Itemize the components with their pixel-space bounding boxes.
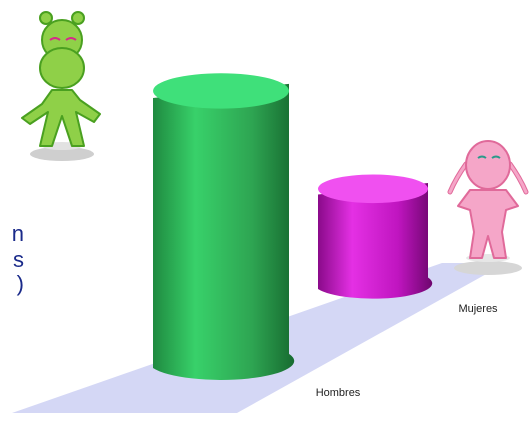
bar-mujeres-top bbox=[318, 174, 428, 204]
girl-icon bbox=[447, 140, 529, 275]
tick-label-hombres: Hombres bbox=[316, 387, 361, 399]
bar-hombres bbox=[153, 83, 295, 380]
tick-label-mujeres: Mujeres bbox=[458, 303, 498, 315]
side-text-line-3: ) bbox=[16, 272, 24, 296]
boy-icon bbox=[21, 11, 101, 161]
side-text-line-1: n bbox=[11, 222, 24, 246]
side-text-line-2: s bbox=[13, 248, 24, 272]
bar-mujeres bbox=[318, 183, 433, 299]
bar-hombres-top bbox=[153, 73, 289, 109]
